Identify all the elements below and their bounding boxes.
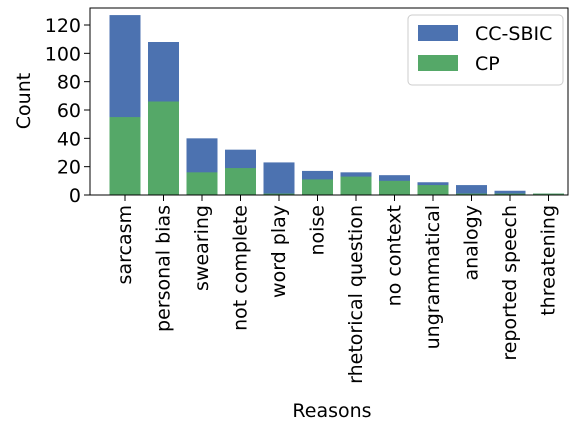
x-tick-label-swearing: swearing xyxy=(191,205,213,291)
y-tick-label: 80 xyxy=(57,72,81,94)
bar-cc-sbic-word-play xyxy=(263,162,295,195)
x-tick-label-reported-speech: reported speech xyxy=(499,205,521,361)
x-tick-label-noise: noise xyxy=(307,205,329,256)
x-tick-label-personal-bias: personal bias xyxy=(153,205,175,332)
bar-cp-no-context xyxy=(379,180,410,195)
x-tick-label-sarcasm: sarcasm xyxy=(114,205,136,284)
y-axis-ticks: 0 20 40 60 80 100 120 xyxy=(45,15,90,207)
bar-cp-rhetorical-question xyxy=(340,176,372,195)
x-tick-label-analogy: analogy xyxy=(461,205,483,281)
legend-label-cp: CP xyxy=(475,53,500,75)
x-tick-label-not-complete: not complete xyxy=(230,205,252,331)
y-axis-title: Count xyxy=(13,73,35,129)
x-tick-label-rhetorical-question: rhetorical question xyxy=(345,205,367,384)
y-tick-label: 20 xyxy=(57,157,81,179)
bar-cc-sbic-analogy xyxy=(456,185,487,195)
bar-cp-swearing xyxy=(186,172,218,195)
bar-cc-sbic-reported-speech xyxy=(494,190,526,195)
legend-swatch-cp xyxy=(418,55,458,71)
legend-label-cc-sbic: CC-SBIC xyxy=(475,23,552,45)
bar-cp-word-play xyxy=(263,193,295,195)
bars-group xyxy=(109,15,564,196)
y-tick-label: 0 xyxy=(69,185,81,207)
x-tick-label-no-context: no context xyxy=(384,205,406,306)
bar-cp-threatening xyxy=(533,193,564,195)
bar-cp-analogy xyxy=(456,193,487,195)
y-tick-label: 120 xyxy=(45,15,81,37)
bar-cp-personal-bias xyxy=(148,101,179,195)
bar-cp-not-complete xyxy=(225,168,256,195)
x-tick-label-threatening: threatening xyxy=(538,205,560,316)
bar-cp-ungrammatical xyxy=(417,185,449,195)
x-axis-title: Reasons xyxy=(292,400,371,422)
y-tick-label: 60 xyxy=(57,100,81,122)
plot-frame xyxy=(89,7,569,196)
bar-cp-sarcasm xyxy=(109,117,141,195)
x-axis-ticks: sarcasm personal bias swearing not complete… xyxy=(114,195,560,384)
y-tick-label: 100 xyxy=(45,43,81,65)
x-tick-label-ungrammatical: ungrammatical xyxy=(422,205,444,349)
bar-cp-reported-speech xyxy=(494,193,526,195)
y-tick-label: 40 xyxy=(57,128,81,150)
legend: CC-SBIC CP xyxy=(407,14,564,86)
x-tick-label-word-play: word play xyxy=(268,205,290,298)
legend-swatch-cc-sbic xyxy=(418,25,458,41)
bar-cp-noise xyxy=(302,179,333,195)
